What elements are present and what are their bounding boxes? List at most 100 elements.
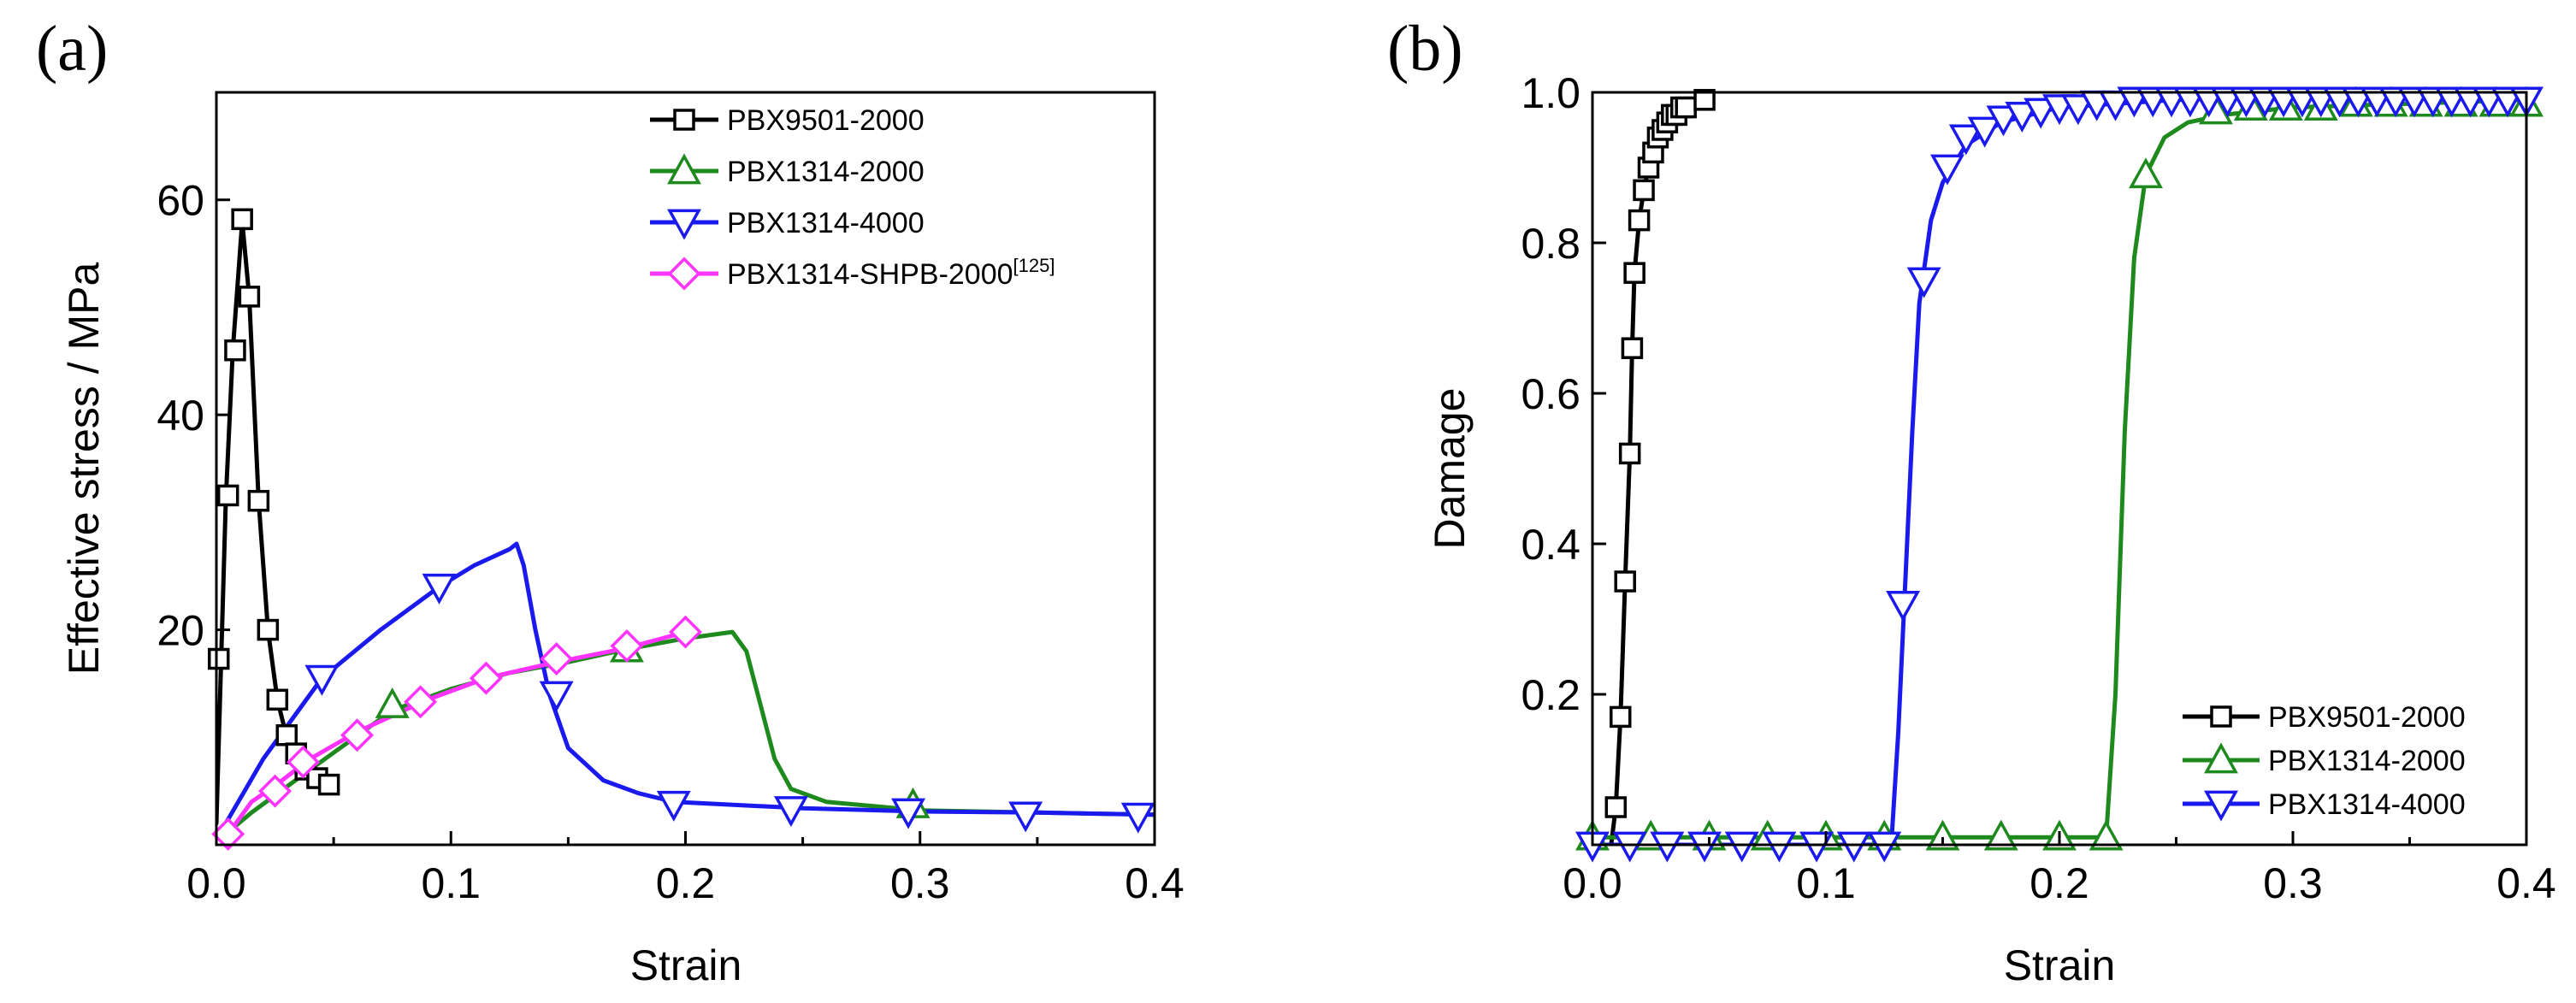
series-2-point-13 <box>1967 116 2002 148</box>
series-3-point-6 <box>540 642 574 676</box>
legend-item-3: PBX1314-SHPB-2000[125] <box>650 255 1055 291</box>
series-3-point-1 <box>258 774 292 808</box>
legend-marker-3 <box>667 257 701 291</box>
series-2-point-1 <box>422 573 457 605</box>
x-tick-label-0: 0.0 <box>1563 859 1622 907</box>
x-tick-label-1: 0.1 <box>421 859 481 907</box>
x-tick-label-3: 0.3 <box>2263 859 2323 907</box>
series-0-point-5 <box>247 489 270 512</box>
series-1-point-10 <box>2129 157 2163 189</box>
x-tick-label-0: 0.0 <box>186 859 246 907</box>
panel-b-x-axis-title: Strain <box>2004 941 2116 989</box>
series-3-point-2 <box>286 745 320 779</box>
panel-b-y-axis-title: Damage <box>1426 388 1474 550</box>
legend-marker-1 <box>667 153 701 185</box>
series-0-point-3 <box>231 208 253 231</box>
legend-item-2: PBX1314-4000 <box>650 207 925 240</box>
legend-label-1: PBX1314-2000 <box>2268 745 2466 777</box>
series-0-point-3 <box>1618 442 1641 465</box>
panel-a-legend: PBX9501-2000 PBX1314-2000 PBX1314-4000 PBX1… <box>650 104 1055 291</box>
x-tick-label-4: 0.4 <box>1125 859 1185 907</box>
series-0-point-2 <box>1614 570 1636 593</box>
series-0-point-8 <box>275 724 298 746</box>
legend-item-0: PBX9501-2000 <box>2183 701 2466 734</box>
series-2-point-10 <box>1906 267 1941 298</box>
y-tick-label-4: 1.0 <box>1521 69 1580 117</box>
series-0-point-4 <box>238 286 261 308</box>
legend-marker-0 <box>673 109 695 131</box>
series-0-point-2 <box>224 339 246 362</box>
series-2-point-3 <box>1687 831 1722 863</box>
series-0-point-16 <box>1675 96 1697 119</box>
series-2-point-0 <box>304 664 340 696</box>
x-tick-label-1: 0.1 <box>1796 859 1856 907</box>
series-2-point-7 <box>1120 802 1155 834</box>
panel-a-ticks <box>215 198 1156 845</box>
x-tick-label-2: 0.2 <box>2029 859 2089 907</box>
legend-item-1: PBX1314-2000 <box>650 153 925 188</box>
series-markers <box>1575 86 2544 863</box>
series-2-line <box>223 541 1155 826</box>
series-1-point-0 <box>375 687 410 718</box>
x-tick-label-4: 0.4 <box>2496 859 2556 907</box>
series-1-point-6 <box>1925 819 1960 851</box>
y-tick-label-1: 40 <box>157 392 204 440</box>
y-tick-label-1: 0.4 <box>1521 521 1580 569</box>
series-2-point-15 <box>2005 102 2040 133</box>
panel-b-legend: PBX9501-2000 PBX1314-2000 PBX1314-4000 <box>2183 701 2466 822</box>
series-2-point-5 <box>1762 831 1797 863</box>
y-tick-label-3: 0.8 <box>1521 220 1580 268</box>
series-3-point-4 <box>404 685 438 719</box>
series-2-point-2 <box>539 681 574 712</box>
legend-label-superscript-3: [125] <box>1013 255 1055 276</box>
panel-b-marks <box>1575 86 2544 863</box>
y-tick-label-2: 60 <box>157 177 204 225</box>
series-0-point-6 <box>257 618 280 641</box>
panel-b: (b) 0.0 0.1 0.2 0.3 0.4 0.2 0.4 0.6 0.8 1.0 Strai… <box>1387 13 2556 989</box>
legend-label-0: PBX9501-2000 <box>2268 701 2466 734</box>
series-2-point-18 <box>2060 94 2095 126</box>
legend-label-1: PBX1314-2000 <box>727 156 925 188</box>
panel-b-tick-labels: 0.0 0.1 0.2 0.3 0.4 0.2 0.4 0.6 0.8 1.0 <box>1521 69 2555 907</box>
panel-a: (a) 0.0 0.1 0.2 0.3 0.4 20 40 60 Strain Effecti… <box>36 13 1185 989</box>
series-0-point-5 <box>1623 262 1645 284</box>
series-0-point-1 <box>216 484 239 507</box>
series-2-point-5 <box>891 798 926 829</box>
legend-marker-2 <box>667 209 701 240</box>
legend-label-0: PBX9501-2000 <box>727 104 925 137</box>
panel-a-x-axis-title: Strain <box>630 941 742 989</box>
series-2-point-4 <box>1724 831 1759 863</box>
series-0-line <box>216 219 332 826</box>
series-3-point-7 <box>610 628 644 663</box>
series-2-point-14 <box>1986 105 2021 137</box>
series-2-point-6 <box>1799 831 1835 863</box>
series-0-point-17 <box>1693 89 1716 111</box>
series-0-point-0 <box>207 647 230 670</box>
legend-label-2: PBX1314-4000 <box>2268 788 2466 821</box>
series-2-point-12 <box>1948 124 1983 156</box>
x-tick-label-2: 0.2 <box>656 859 716 907</box>
y-tick-label-0: 0.2 <box>1521 671 1580 719</box>
panel-a-letter: (a) <box>36 13 108 85</box>
y-tick-label-0: 20 <box>157 607 204 655</box>
series-2-point-9 <box>1886 591 1921 622</box>
panel-a-tick-labels: 0.0 0.1 0.2 0.3 0.4 20 40 60 <box>157 177 1184 907</box>
series-2-point-4 <box>773 796 808 828</box>
series-0-point-7 <box>1633 179 1655 202</box>
series-markers <box>207 208 1155 851</box>
series-0-point-1 <box>1610 705 1632 729</box>
series-2-point-8 <box>1867 831 1902 863</box>
legend-item-2: PBX1314-4000 <box>2183 788 2466 822</box>
series-3-point-8 <box>669 615 702 649</box>
series-0-line <box>1609 97 1707 845</box>
series-0-point-0 <box>1604 796 1628 818</box>
series-2-point-1 <box>1612 831 1647 863</box>
series-2-point-2 <box>1650 831 1685 863</box>
series-1-point-9 <box>2089 819 2124 851</box>
panel-b-letter: (b) <box>1387 13 1463 85</box>
panel-a-marks <box>207 208 1155 851</box>
series-3-point-3 <box>340 718 375 752</box>
legend-item-1: PBX1314-2000 <box>2183 742 2466 777</box>
panel-b-ticks <box>1591 91 2528 845</box>
series-0-point-12 <box>317 773 340 796</box>
